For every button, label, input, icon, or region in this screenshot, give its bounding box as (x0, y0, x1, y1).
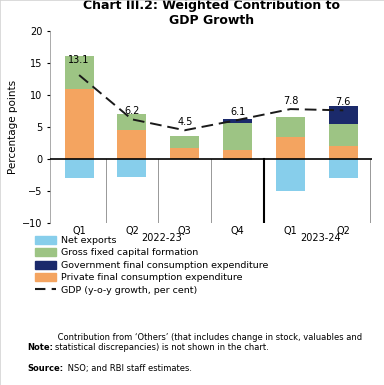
Bar (329, 106, 358, 124)
Bar (65, 89, 94, 159)
Text: 4.5: 4.5 (177, 117, 192, 127)
Bar (329, 159, 358, 178)
Text: 13.1: 13.1 (68, 55, 90, 65)
Text: Contribution from ‘Others’ (that includes change in stock, valuables and statist: Contribution from ‘Others’ (that include… (55, 333, 362, 352)
Text: 7.6: 7.6 (336, 97, 351, 107)
Title: Chart III.2: Weighted Contribution to
GDP Growth: Chart III.2: Weighted Contribution to GD… (83, 0, 340, 27)
Text: NSO; and RBI staff estimates.: NSO; and RBI staff estimates. (65, 365, 192, 373)
Text: Note:: Note: (27, 343, 53, 352)
Y-axis label: Percentage points: Percentage points (8, 80, 18, 174)
Bar (170, 158, 199, 159)
Bar (118, 114, 146, 130)
Bar (170, 136, 199, 147)
Bar (223, 122, 252, 149)
Bar (329, 124, 358, 146)
Text: 6.1: 6.1 (230, 107, 245, 117)
Text: 7.8: 7.8 (283, 96, 298, 106)
Text: Source:: Source: (27, 365, 63, 373)
Bar (118, 159, 146, 177)
Bar (276, 117, 305, 137)
Text: 6.2: 6.2 (124, 106, 140, 116)
Bar (223, 149, 252, 159)
Legend: Net exports, Gross fixed capital formation, Government final consumption expendi: Net exports, Gross fixed capital formati… (35, 236, 268, 295)
Bar (170, 147, 199, 159)
Bar (118, 130, 146, 159)
Bar (276, 137, 305, 159)
Bar (65, 159, 94, 178)
Text: 2022-23: 2022-23 (141, 233, 182, 243)
Bar (223, 159, 252, 161)
Bar (276, 159, 305, 191)
Bar (329, 146, 358, 159)
Bar (65, 56, 94, 89)
Text: 2023-24: 2023-24 (300, 233, 341, 243)
Bar (223, 119, 252, 122)
